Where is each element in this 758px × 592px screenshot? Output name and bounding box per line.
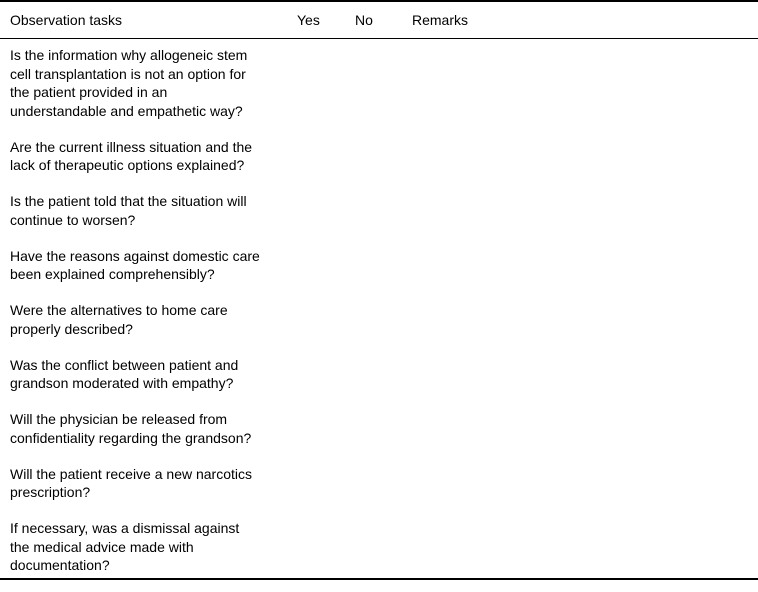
table-row: If necessary, was a dismissal against th… xyxy=(10,520,240,573)
header-no: No xyxy=(355,12,373,28)
header-remarks: Remarks xyxy=(412,12,469,28)
table-row: Is the information why allogeneic stem c… xyxy=(10,47,248,119)
table-row: Will the patient receive a new narcotics… xyxy=(10,465,252,501)
table-bottom-rule xyxy=(0,578,758,580)
table-top-rule xyxy=(0,0,758,2)
table-row: Was the conflict between patient and gra… xyxy=(10,356,239,392)
table-row: Will the physician be released from conf… xyxy=(10,411,252,446)
table-body: Is the information why allogeneic stem c… xyxy=(10,46,300,592)
table-row: Are the current illness situation and th… xyxy=(10,138,253,174)
table-row: Is the patient told that the situation w… xyxy=(10,193,247,228)
header-rule xyxy=(0,38,758,39)
header-observation-tasks: Observation tasks xyxy=(10,12,123,28)
table-row: Were the alternatives to home care prope… xyxy=(10,302,228,337)
header-yes: Yes xyxy=(297,12,320,28)
table-row: Have the reasons against domestic care b… xyxy=(10,247,260,283)
